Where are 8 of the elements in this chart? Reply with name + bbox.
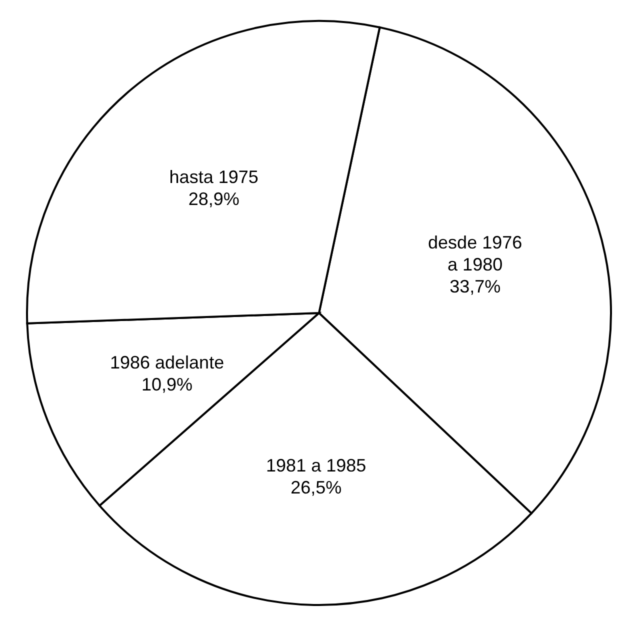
slice-label: 1981 a 1985 (266, 455, 366, 476)
slice-label: hasta 1975 (169, 166, 258, 187)
slice-label: desde 1976 a 1980 (428, 232, 522, 274)
data-label: 33,7% (450, 276, 501, 296)
data-label: 28,9% (188, 188, 240, 209)
slice-label: 1986 adelante (110, 352, 224, 372)
data-label: 26,5% (290, 477, 342, 498)
data-label: 10,9% (142, 374, 193, 394)
